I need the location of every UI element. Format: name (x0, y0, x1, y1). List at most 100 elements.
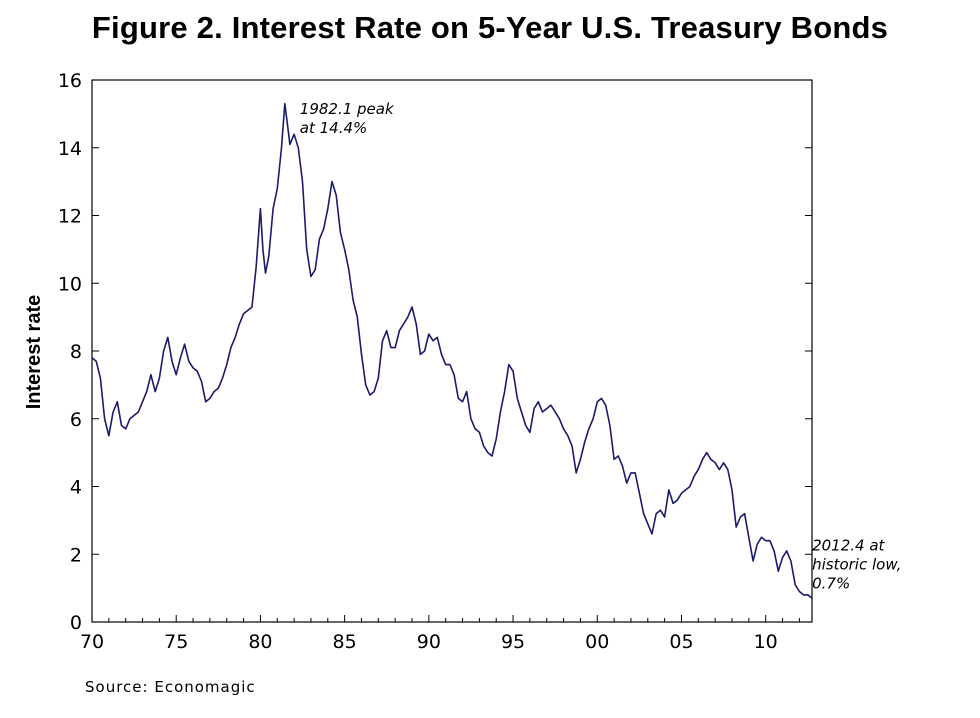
data-point (247, 310, 248, 311)
data-point (622, 466, 623, 467)
data-point (529, 432, 530, 433)
data-point (91, 357, 92, 358)
data-point (331, 181, 332, 182)
data-point (386, 330, 387, 331)
y-tick-label: 8 (70, 341, 82, 363)
x-tick-label: 85 (333, 631, 357, 653)
data-point (218, 388, 219, 389)
data-point (230, 347, 231, 348)
x-tick-label: 80 (248, 631, 272, 653)
data-point (262, 249, 263, 250)
data-point (344, 249, 345, 250)
data-point (382, 340, 383, 341)
data-point (108, 435, 109, 436)
data-point (113, 411, 114, 412)
data-point (353, 300, 354, 301)
x-tick-label: 00 (585, 631, 609, 653)
data-point (327, 208, 328, 209)
data-point (209, 398, 210, 399)
data-point (567, 435, 568, 436)
data-point (719, 469, 720, 470)
data-point (723, 462, 724, 463)
data-point (449, 364, 450, 365)
data-point (761, 537, 762, 538)
data-point (635, 472, 636, 473)
y-tick-label: 6 (70, 409, 82, 431)
data-point (643, 513, 644, 514)
x-tick-label: 95 (501, 631, 525, 653)
annotation-text-line: 0.7% (812, 574, 850, 592)
data-point (626, 483, 627, 484)
data-point (319, 239, 320, 240)
data-point (226, 364, 227, 365)
data-point (525, 425, 526, 426)
x-tick-label: 10 (754, 631, 778, 653)
data-point (748, 537, 749, 538)
data-point (361, 354, 362, 355)
data-point (104, 418, 105, 419)
data-point (740, 516, 741, 517)
data-point (441, 354, 442, 355)
x-tick-label: 90 (417, 631, 441, 653)
data-point (251, 306, 252, 307)
data-point (475, 428, 476, 429)
data-point (374, 391, 375, 392)
data-point (273, 208, 274, 209)
data-point (698, 469, 699, 470)
data-point (753, 560, 754, 561)
data-point (256, 266, 257, 267)
data-point (201, 381, 202, 382)
data-point (428, 334, 429, 335)
data-point (197, 371, 198, 372)
data-point (731, 489, 732, 490)
data-point (508, 364, 509, 365)
data-point (150, 374, 151, 375)
y-tick-label: 0 (70, 612, 82, 634)
data-point (769, 540, 770, 541)
data-point (176, 374, 177, 375)
data-point (706, 452, 707, 453)
data-point (513, 371, 514, 372)
data-point (744, 513, 745, 514)
y-tick-label: 2 (70, 544, 82, 566)
data-point (298, 147, 299, 148)
data-point (496, 439, 497, 440)
data-point (702, 459, 703, 460)
data-point (277, 188, 278, 189)
data-point (378, 378, 379, 379)
data-point (294, 134, 295, 135)
plot-area-frame (91, 79, 813, 623)
data-point (782, 557, 783, 558)
data-point (647, 523, 648, 524)
data-point (618, 455, 619, 456)
data-point (504, 391, 505, 392)
data-point (454, 374, 455, 375)
data-point (542, 411, 543, 412)
data-point (117, 401, 118, 402)
data-point (284, 103, 285, 104)
data-point (651, 533, 652, 534)
data-point (403, 323, 404, 324)
data-point (365, 384, 366, 385)
data-point (458, 398, 459, 399)
data-point (348, 269, 349, 270)
data-point (287, 123, 288, 124)
data-point (193, 367, 194, 368)
data-point (369, 394, 370, 395)
data-point (500, 411, 501, 412)
data-point (302, 181, 303, 182)
data-point (96, 361, 97, 362)
data-point (222, 378, 223, 379)
data-point (614, 459, 615, 460)
annotation-text-line: 1982.1 peak (300, 100, 395, 118)
data-point (588, 428, 589, 429)
data-point (673, 503, 674, 504)
data-point (306, 249, 307, 250)
source-note: Source: Economagic (85, 678, 256, 696)
annotation-text-line: historic low, (812, 555, 901, 573)
data-point (395, 347, 396, 348)
data-point (534, 408, 535, 409)
data-point (243, 313, 244, 314)
